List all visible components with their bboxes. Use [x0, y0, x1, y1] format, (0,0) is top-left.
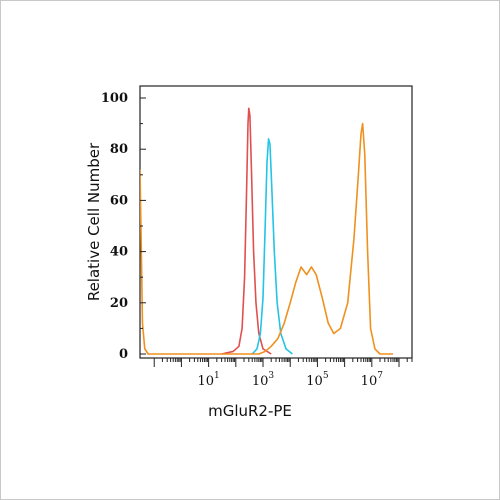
histogram-series-1: [221, 107, 272, 355]
x-axis: 101 103 105 107: [153, 358, 413, 389]
x-tick-label: 105: [306, 371, 329, 389]
y-tick-label: 0: [119, 347, 128, 362]
y-axis-title: Relative Cell Number: [85, 142, 103, 301]
x-tick-label: 103: [252, 371, 275, 389]
y-tick-label: 40: [110, 245, 128, 260]
plot-area: [139, 85, 413, 359]
series-layer: [140, 107, 393, 355]
y-tick-label: 80: [110, 142, 128, 157]
x-tick-label: 101: [197, 371, 219, 389]
y-tick-label: 100: [101, 91, 128, 106]
x-tick-label: 107: [361, 371, 384, 389]
y-tick-label: 20: [110, 296, 128, 311]
histogram-series-3: [140, 122, 393, 355]
y-tick-label: 60: [110, 193, 128, 208]
histogram-series-2: [251, 138, 293, 355]
y-axis: 0 20 40 60 80 100: [101, 91, 146, 362]
x-axis-title: mGluR2-PE: [208, 402, 292, 420]
